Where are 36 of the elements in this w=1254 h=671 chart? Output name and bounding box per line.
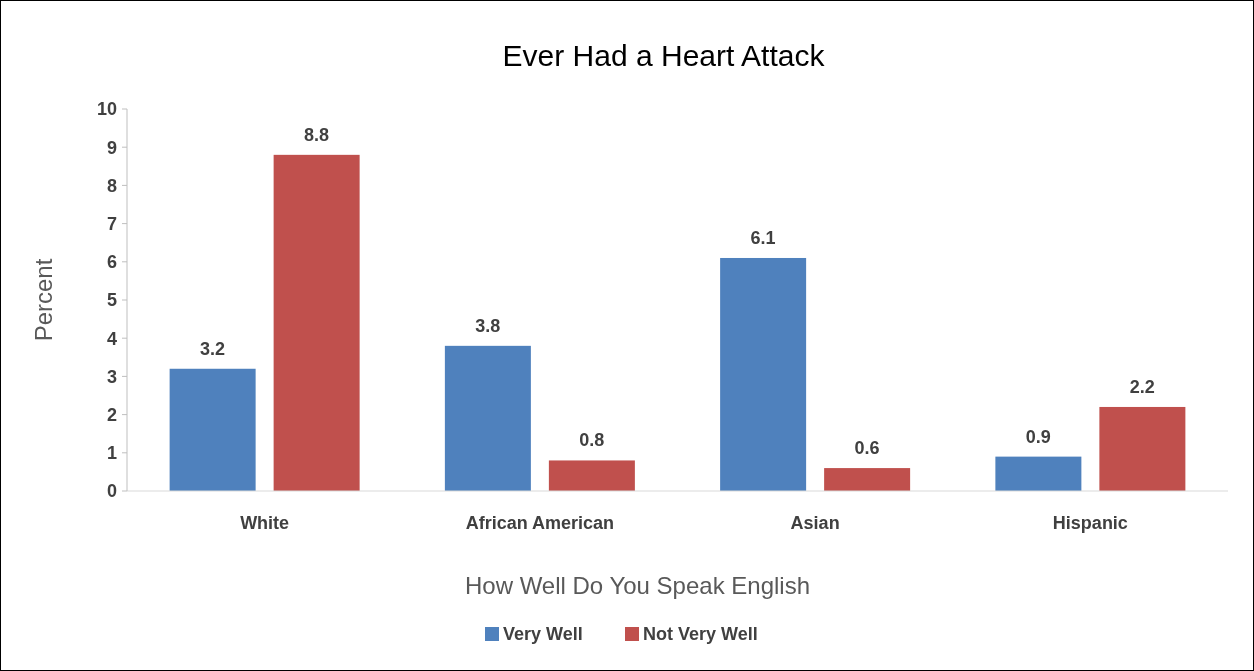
data-label: 0.9 <box>1025 426 1051 447</box>
data-label: 8.8 <box>304 124 330 145</box>
bar <box>995 456 1082 491</box>
bar <box>548 460 635 491</box>
legend-label: Not Very Well <box>643 624 758 645</box>
x-tick-label: African American <box>465 513 615 533</box>
y-tick-label: 7 <box>106 213 117 234</box>
y-tick-label: 4 <box>106 328 117 349</box>
y-axis-title: Percent <box>30 258 57 342</box>
x-tick-label: Hispanic <box>1052 513 1128 533</box>
bar <box>444 345 531 491</box>
y-tick-label: 6 <box>106 252 117 273</box>
bar <box>1099 406 1186 491</box>
x-tick-label: White <box>240 513 290 533</box>
legend-label: Very Well <box>503 624 583 645</box>
chart-title: Ever Had a Heart Attack <box>502 39 826 72</box>
y-tick-label: 3 <box>106 366 117 387</box>
data-label: 0.8 <box>579 430 605 451</box>
y-tick-label: 9 <box>106 137 117 158</box>
data-label: 2.2 <box>1129 376 1155 397</box>
data-label: 3.2 <box>200 338 226 359</box>
y-tick-label: 10 <box>96 99 117 120</box>
y-tick-label: 2 <box>106 404 117 425</box>
bar <box>273 154 360 491</box>
bar <box>169 368 256 491</box>
x-tick-label: Asian <box>790 513 840 533</box>
y-tick-label: 8 <box>106 175 117 196</box>
y-tick-label: 5 <box>106 290 117 311</box>
x-axis-title: How Well Do You Speak English <box>464 572 811 599</box>
y-tick-label: 0 <box>106 481 117 502</box>
data-label: 6.1 <box>750 227 776 248</box>
bar <box>824 468 911 491</box>
data-label: 0.6 <box>854 438 880 459</box>
data-label: 3.8 <box>475 315 501 336</box>
bar <box>720 257 807 491</box>
y-tick-label: 1 <box>106 443 117 464</box>
